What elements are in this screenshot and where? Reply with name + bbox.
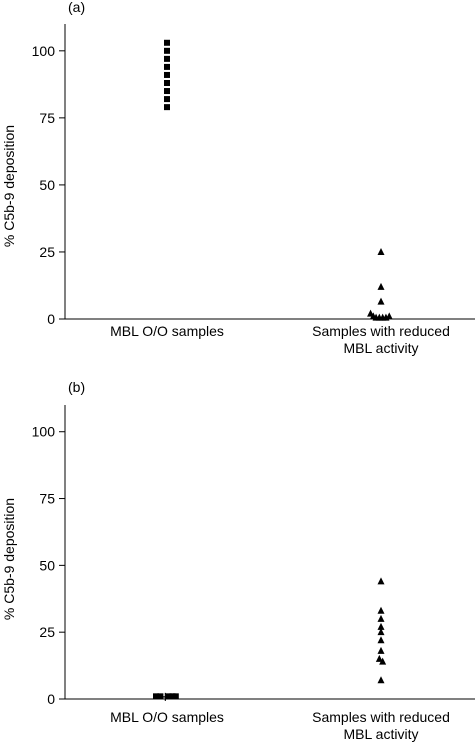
panel-b-data-point-triangle xyxy=(377,622,385,630)
panel-a-data-point-square xyxy=(164,104,170,111)
panel-a-data-point-square xyxy=(164,55,170,62)
panel-a: (a) % C5b-9 deposition 0 25 50 75 100 MBL O/… xyxy=(1,0,475,356)
panel-b-data-point-square xyxy=(172,693,179,700)
panel-b-data-point-square xyxy=(157,693,164,700)
panel-a-data-point-triangle xyxy=(385,312,393,320)
panel-b-data-point-square xyxy=(153,693,159,700)
panel-a-x-categories: MBL O/O samples Samples with reduced MBL a… xyxy=(110,323,450,356)
panel-a-data-point-triangle xyxy=(377,282,385,290)
panel-a-y-tick-label: 0 xyxy=(47,311,55,327)
panel-b-y-tick-label: 75 xyxy=(39,491,55,507)
panel-b-data-point-triangle xyxy=(377,577,385,585)
panel-b-x-category-label: Samples with reduced MBL activity xyxy=(312,709,450,742)
panel-a-data-points xyxy=(164,39,393,321)
panel-a-y-axis-label: % C5b-9 deposition xyxy=(1,125,17,247)
panel-a-data-point-square xyxy=(164,63,170,70)
panel-b-y-axis-label: % C5b-9 deposition xyxy=(1,498,17,620)
panel-a-x-category-label: MBL O/O samples xyxy=(110,323,224,339)
panel-a-label: (a) xyxy=(68,0,85,15)
panel-b-data-point-triangle xyxy=(377,676,385,684)
panel-a-data-point-triangle xyxy=(377,297,385,305)
panel-a-data-point-square xyxy=(164,39,170,46)
panel-b-y-ticks: 0 25 50 75 100 xyxy=(32,424,65,707)
panel-a-y-ticks: 0 25 50 75 100 xyxy=(32,43,65,327)
panel-a-y-tick-label: 50 xyxy=(39,177,55,193)
panel-b-x-category-label: MBL O/O samples xyxy=(110,709,224,725)
panel-a-data-point-square xyxy=(164,88,170,95)
panel-b-data-point-triangle xyxy=(377,606,385,614)
panel-a-data-point-square xyxy=(164,71,170,78)
panel-b-data-point-triangle xyxy=(377,636,385,644)
panel-a-y-tick-label: 75 xyxy=(39,110,55,126)
panel-b-y-tick-label: 100 xyxy=(32,424,56,440)
panel-b-label: (b) xyxy=(68,379,85,395)
panel-b-data-point-square xyxy=(169,693,176,700)
panel-a-x-category-label: Samples with reduced MBL activity xyxy=(312,323,450,356)
panel-a-data-point-square xyxy=(164,96,170,103)
panel-b-data-point-triangle xyxy=(377,646,385,654)
panel-a-data-point-triangle xyxy=(377,247,385,255)
panel-b: (b) % C5b-9 deposition 0 25 50 75 100 MBL O/… xyxy=(1,379,475,742)
panel-b-data-point-triangle xyxy=(377,628,385,636)
panel-b-y-tick-label: 0 xyxy=(47,691,55,707)
panel-b-data-point-triangle xyxy=(375,654,383,662)
panel-b-data-point-cross xyxy=(161,692,170,701)
panel-b-y-tick-label: 25 xyxy=(39,624,55,640)
panel-b-data-points xyxy=(153,577,387,701)
panel-b-data-point-triangle xyxy=(377,614,385,622)
panel-a-y-tick-label: 100 xyxy=(32,43,56,59)
panel-a-data-point-square xyxy=(164,47,170,54)
panel-a-y-tick-label: 25 xyxy=(39,244,55,260)
panel-a-data-point-square xyxy=(164,80,170,86)
panel-b-data-point-triangle xyxy=(379,657,387,665)
panel-b-x-categories: MBL O/O samples Samples with reduced MBL a… xyxy=(110,709,450,742)
panel-b-y-tick-label: 50 xyxy=(39,557,55,573)
